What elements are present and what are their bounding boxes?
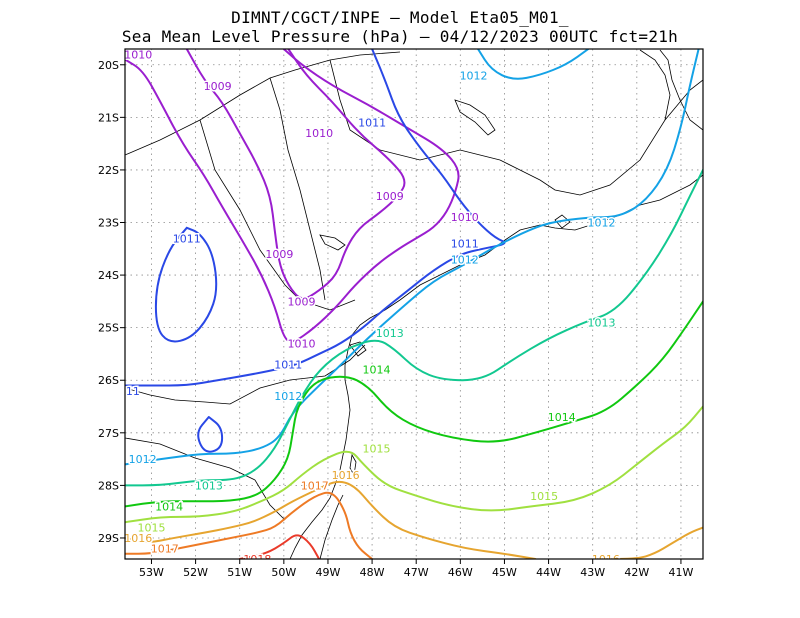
isobar-1018 [238, 534, 321, 559]
x-tick-label: 43W [580, 566, 605, 579]
isobar-1016 [596, 526, 703, 559]
river-parana [269, 77, 326, 301]
isobar-label: 1014 [155, 500, 183, 513]
x-tick-label: 45W [492, 566, 517, 579]
isobar-1015 [125, 405, 703, 524]
isobar-1010 [125, 49, 460, 343]
island-santa-catarina [349, 453, 357, 477]
isobar-label: 1010 [124, 48, 152, 61]
isobar-labels: 1010 1009 1010 1011 1012 1009 1010 1011 1009 1009… [119, 48, 621, 566]
state-border-parana-sp [125, 344, 366, 405]
axis-ticks: 53W 52W 51W 50W 49W 48W 47W 46W 45W 44W 43W 42W 41W 2… [98, 59, 693, 579]
isobar-label: 1014 [362, 364, 390, 377]
x-tick-label: 53W [139, 566, 164, 579]
isobar-1014 [125, 300, 703, 508]
y-tick-label: 27S [98, 427, 119, 440]
isobar-lines [125, 49, 703, 559]
x-tick-label: 51W [227, 566, 252, 579]
y-tick-label: 25S [98, 322, 119, 335]
x-tick-label: 52W [183, 566, 208, 579]
x-tick-label: 49W [316, 566, 341, 579]
x-tick-label: 47W [404, 566, 429, 579]
isobar-label: 1012 [129, 453, 157, 466]
reservoir-furnas [454, 99, 496, 136]
isobar-label: 1014 [548, 411, 576, 424]
isobar-label: 1012 [451, 253, 479, 266]
y-tick-label: 20S [98, 59, 119, 72]
isobar-label: 1013 [588, 316, 616, 329]
map-title-line2: Sea Mean Level Pressure (hPa) – 04/12/20… [121, 27, 679, 46]
coastline-and-borders [125, 49, 703, 559]
inner-lagoon [319, 494, 344, 559]
isobar-1009 [185, 49, 406, 300]
x-tick-label: 42W [624, 566, 649, 579]
isobar-label: 1018 [243, 553, 271, 566]
x-tick-label: 50W [271, 566, 296, 579]
isobar-label: 1009 [287, 295, 315, 308]
border-east-mg [639, 49, 671, 121]
isobar-label: 1012 [588, 217, 616, 230]
state-border-sp-mg [125, 51, 401, 156]
isobar-label: 1016 [332, 469, 360, 482]
isobar-label: 1013 [195, 479, 223, 492]
isobar-1011 [125, 49, 506, 387]
y-tick-label: 22S [98, 164, 119, 177]
border-es [659, 49, 703, 131]
state-border-inner [199, 119, 356, 311]
reservoir-tiete [319, 234, 346, 251]
isobar-label: 1009 [204, 80, 232, 93]
y-tick-label: 21S [98, 111, 119, 124]
x-tick-label: 46W [448, 566, 473, 579]
isobar-1013 [125, 168, 703, 487]
isobar-label: 1017 [151, 542, 179, 555]
x-tick-label: 41W [669, 566, 694, 579]
isobar-1012 [125, 49, 700, 466]
isobar-1016 [125, 480, 537, 559]
isobar-1017 [125, 491, 374, 559]
y-tick-label: 28S [98, 479, 119, 492]
y-tick-label: 26S [98, 374, 119, 387]
y-tick-label: 29S [98, 532, 119, 545]
isobar-label: 1010 [287, 337, 315, 350]
isobar-label: 011 [119, 385, 140, 398]
isobar-1012 [477, 49, 590, 80]
y-tick-label: 23S [98, 217, 119, 230]
isobar-label: 1013 [376, 327, 404, 340]
isobar-label: 1009 [265, 248, 293, 261]
isobar-label: 1012 [274, 390, 302, 403]
state-border-rj [499, 79, 703, 196]
isobar-label: 1015 [530, 490, 558, 503]
isobar-label: 1012 [460, 69, 488, 82]
isobar-label: 1010 [305, 127, 333, 140]
isobar-label: 1009 [376, 190, 404, 203]
isobar-label: 1011 [173, 232, 201, 245]
bay-paranagua [349, 341, 367, 357]
map-title-line1: DIMNT/CGCT/INPE – Model Eta05_M01_ [231, 8, 569, 27]
isobar-label: 1016 [592, 553, 620, 566]
isobar-1011 [197, 416, 224, 453]
state-border-sc-rs [125, 437, 286, 521]
x-tick-label: 48W [360, 566, 385, 579]
isobar-1011 [154, 226, 218, 343]
isobar-label: 1017 [301, 479, 329, 492]
plot-frame [124, 48, 704, 560]
isobar-label: 1011 [358, 117, 386, 130]
coastline [289, 174, 703, 559]
isobar-label: 1015 [362, 443, 390, 456]
bay-guanabara [554, 214, 571, 229]
isobar-label: 1015 [137, 521, 165, 534]
isobar-label: 1010 [451, 211, 479, 224]
y-tick-label: 24S [98, 269, 119, 282]
isobar-label: 1011 [274, 358, 302, 371]
isobar-label: 1016 [124, 532, 152, 545]
isobar-label: 1011 [451, 238, 479, 251]
x-tick-label: 44W [536, 566, 561, 579]
